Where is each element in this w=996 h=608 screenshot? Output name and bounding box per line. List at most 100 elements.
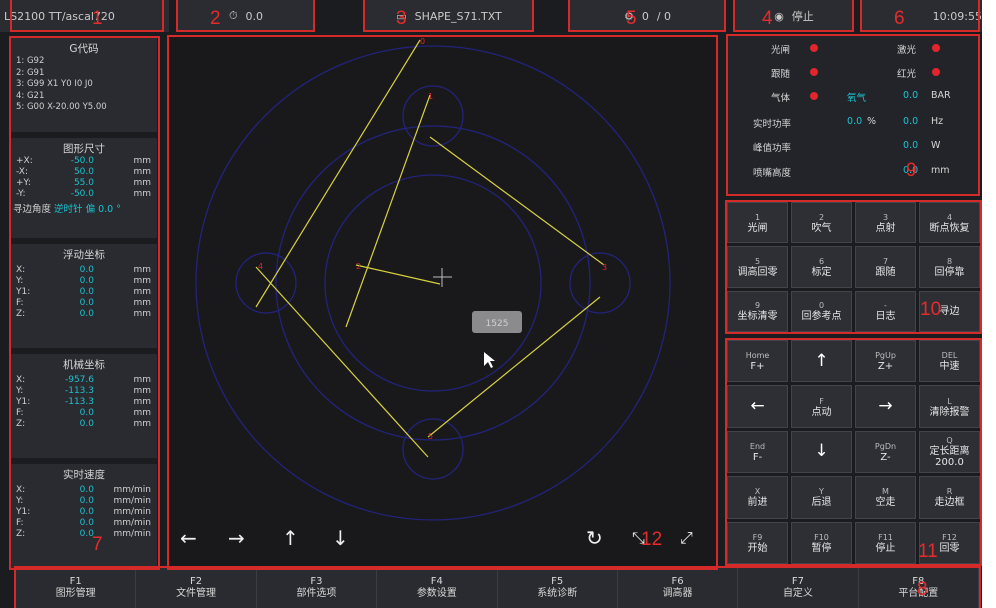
zoom-in-icon[interactable]: ⤡ bbox=[632, 528, 645, 547]
key-number: - bbox=[884, 301, 887, 311]
bottom-tab-f7[interactable]: F7 自定义 bbox=[738, 567, 859, 608]
axis-label: Z: bbox=[16, 419, 26, 429]
bottom-tab-f5[interactable]: F5 系统诊断 bbox=[498, 567, 618, 608]
function-key-3[interactable]: 3 点射 bbox=[855, 202, 916, 244]
axis-value: 0.0 bbox=[79, 276, 94, 286]
arrow-key-icon[interactable]: ← bbox=[727, 385, 788, 428]
motion-key-2[interactable]: PgUp Z+ bbox=[855, 340, 916, 383]
outer-circle bbox=[195, 45, 671, 521]
axis-unit: mm bbox=[133, 178, 151, 188]
function-key-5[interactable]: 5 调高回零 bbox=[727, 246, 788, 288]
value-row: Z: 0.0 mm bbox=[11, 309, 157, 320]
function-key-4[interactable]: 4 断点恢复 bbox=[919, 202, 980, 244]
bottom-tab-f8[interactable]: F8 平台配置 bbox=[859, 567, 979, 608]
axis-label: +X: bbox=[16, 156, 33, 166]
axis-unit: mm/min bbox=[113, 496, 151, 506]
annotation-box-9 bbox=[726, 34, 980, 196]
shape-size-section: 图形尺寸 +X: -50.0 mm -X: 50.0 mm +Y: 55.0 mm -Y: -50.… bbox=[11, 138, 157, 238]
motion-key-15[interactable]: R 走边框 bbox=[919, 476, 980, 519]
motion-key-7[interactable]: L 清除报警 bbox=[919, 385, 980, 428]
axis-value: 0.0 bbox=[79, 496, 94, 506]
function-key-6[interactable]: 6 标定 bbox=[791, 246, 852, 288]
function-key-9[interactable]: 9 坐标清零 bbox=[727, 290, 788, 332]
axis-value: -50.0 bbox=[70, 189, 94, 199]
hole-right bbox=[569, 252, 631, 314]
arrow-key-icon[interactable]: → bbox=[855, 385, 916, 428]
topbar-file-segment: ▭ SHAPE_S71.TXT bbox=[365, 0, 533, 32]
function-key-7[interactable]: 7 跟随 bbox=[855, 246, 916, 288]
motion-key-0[interactable]: Home F+ bbox=[727, 340, 788, 383]
key-label: 坐标清零 bbox=[737, 311, 778, 323]
laser-indicator-icon bbox=[932, 44, 940, 52]
motion-key-10[interactable]: PgDn Z- bbox=[855, 430, 916, 474]
zoom-out-icon[interactable]: ⤢ bbox=[680, 528, 693, 547]
key-number: 7 bbox=[882, 256, 889, 266]
bottom-tab-f3[interactable]: F3 部件选项 bbox=[257, 567, 378, 608]
left-info-panel: G代码 1: G92 2: G91 3: G99 X1 Y0 I0 J0 4: G21… bbox=[11, 38, 157, 568]
motion-key-16[interactable]: F9 开始 bbox=[727, 521, 788, 564]
motion-key-13[interactable]: Y 后退 bbox=[791, 476, 852, 519]
motion-key-17[interactable]: F10 暂停 bbox=[791, 521, 852, 564]
topbar-state-segment: ◉ 停止 bbox=[735, 0, 853, 32]
bottom-tab-label: 自定义 bbox=[782, 587, 813, 599]
axis-label: X: bbox=[16, 485, 26, 495]
gas-type: 氧气 bbox=[847, 93, 867, 104]
annotation-box-10 bbox=[725, 200, 982, 334]
function-key-8[interactable]: 8 回停靠 bbox=[919, 246, 980, 288]
svg-text:3: 3 bbox=[602, 263, 607, 272]
bottom-tab-label: 文件管理 bbox=[176, 587, 217, 599]
motion-key-12[interactable]: X 前进 bbox=[727, 476, 788, 519]
bottom-tab-f6[interactable]: F6 调高器 bbox=[618, 567, 739, 608]
motion-key-19[interactable]: F12 回零 bbox=[919, 521, 980, 564]
floating-coord-title: 浮动坐标 bbox=[63, 249, 105, 261]
bottom-tab-f2[interactable]: F2 文件管理 bbox=[136, 567, 257, 608]
key-number: 2 bbox=[818, 212, 825, 222]
arrow-key-icon[interactable]: ↑ bbox=[791, 340, 852, 383]
gas-label: 气体 bbox=[771, 93, 791, 104]
axis-value: 50.0 bbox=[73, 167, 94, 177]
key-label: 回参考点 bbox=[801, 311, 842, 323]
axis-value: -957.6 bbox=[64, 375, 94, 385]
bottom-tab-key: F2 bbox=[190, 575, 203, 587]
function-key-1[interactable]: 1 光闸 bbox=[727, 202, 788, 244]
pan-left-button[interactable]: ← bbox=[180, 526, 197, 550]
arrow-key-icon[interactable]: ↓ bbox=[791, 430, 852, 474]
axis-value: 0.0 bbox=[79, 518, 94, 528]
arrow-icon: ↑ bbox=[814, 350, 829, 371]
pan-up-button[interactable]: ↑ bbox=[282, 526, 299, 550]
function-key-edge[interactable]: 寻边 bbox=[919, 290, 980, 332]
key-number: 3 bbox=[882, 212, 889, 222]
bottom-tab-label: 参数设置 bbox=[416, 587, 457, 599]
motion-key-14[interactable]: M 空走 bbox=[855, 476, 916, 519]
pan-down-button[interactable]: ↓ bbox=[332, 526, 349, 550]
motion-key-5[interactable]: F 点动 bbox=[791, 385, 852, 428]
function-key--[interactable]: - 日志 bbox=[855, 290, 916, 332]
bottom-tab-key: F3 bbox=[310, 575, 323, 587]
bottom-tab-f1[interactable]: F1 图形管理 bbox=[16, 567, 137, 608]
refresh-icon[interactable]: ↻ bbox=[586, 526, 603, 550]
annotation-number-9: 9 bbox=[906, 160, 917, 181]
motion-key-11[interactable]: Q 定长距离 200.0 bbox=[919, 430, 980, 474]
value-row: F: 0.0 mm bbox=[11, 298, 157, 309]
motion-key-3[interactable]: DEL 中速 bbox=[919, 340, 980, 383]
function-key-0[interactable]: 0 回参考点 bbox=[791, 290, 852, 332]
redlight-label: 红光 bbox=[897, 69, 917, 80]
pan-right-button[interactable]: → bbox=[228, 526, 245, 550]
key-label: F+ bbox=[750, 361, 765, 373]
annotation-number-7: 7 bbox=[92, 534, 103, 555]
axis-unit: mm bbox=[133, 167, 151, 177]
edge-angle-mode[interactable]: 逆时针 偏 bbox=[54, 204, 96, 215]
motion-key-8[interactable]: End F- bbox=[727, 430, 788, 474]
bottom-tab-f4[interactable]: F4 参数设置 bbox=[377, 567, 498, 608]
axis-label: Y: bbox=[16, 496, 24, 506]
gcode-title: G代码 bbox=[69, 43, 99, 55]
axis-unit: mm/min bbox=[113, 485, 151, 495]
function-key-2[interactable]: 2 吹气 bbox=[791, 202, 852, 244]
shape-size-title: 图形尺寸 bbox=[63, 143, 105, 155]
value-row: Y1: 0.0 mm bbox=[11, 287, 157, 298]
annotation-box-12 bbox=[167, 35, 718, 570]
motion-key-18[interactable]: F11 停止 bbox=[855, 521, 916, 564]
axis-value: 0.0 bbox=[79, 419, 94, 429]
count-total: / 0 bbox=[656, 9, 672, 23]
